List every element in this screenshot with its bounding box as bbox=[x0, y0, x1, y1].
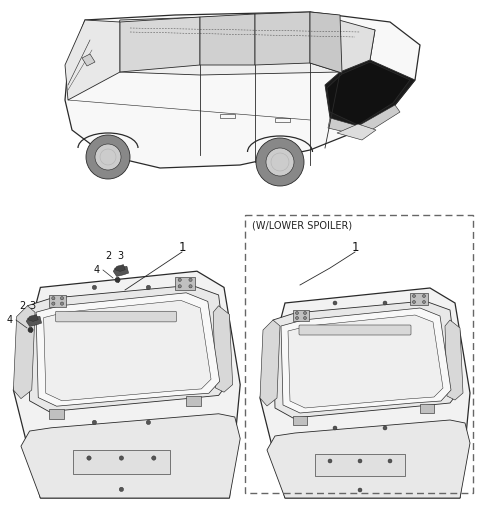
Polygon shape bbox=[27, 285, 229, 411]
Circle shape bbox=[328, 459, 332, 463]
Polygon shape bbox=[337, 124, 376, 140]
Polygon shape bbox=[445, 320, 463, 400]
Text: 2: 2 bbox=[105, 251, 111, 261]
Circle shape bbox=[52, 296, 55, 300]
Text: 1: 1 bbox=[351, 241, 359, 253]
Bar bbox=[293, 416, 307, 425]
Circle shape bbox=[178, 285, 181, 288]
Bar bbox=[186, 397, 201, 406]
Bar bbox=[49, 409, 64, 419]
Polygon shape bbox=[325, 60, 415, 130]
Polygon shape bbox=[110, 14, 375, 75]
Polygon shape bbox=[44, 300, 211, 401]
Bar bbox=[315, 454, 405, 476]
Polygon shape bbox=[113, 266, 129, 276]
Circle shape bbox=[146, 285, 151, 290]
Polygon shape bbox=[13, 271, 240, 498]
Bar bbox=[275, 118, 290, 122]
Bar bbox=[175, 276, 195, 290]
Circle shape bbox=[178, 278, 181, 282]
Polygon shape bbox=[310, 12, 375, 73]
Text: 2: 2 bbox=[19, 301, 25, 311]
Polygon shape bbox=[328, 105, 400, 136]
Polygon shape bbox=[288, 315, 443, 408]
Bar bbox=[220, 114, 235, 118]
Circle shape bbox=[60, 296, 64, 300]
Polygon shape bbox=[21, 414, 240, 498]
Polygon shape bbox=[310, 12, 342, 73]
FancyBboxPatch shape bbox=[56, 311, 177, 322]
Circle shape bbox=[422, 300, 425, 304]
Circle shape bbox=[115, 277, 120, 283]
Text: 3: 3 bbox=[117, 251, 123, 261]
Circle shape bbox=[86, 135, 130, 179]
Polygon shape bbox=[260, 288, 470, 498]
Circle shape bbox=[189, 285, 192, 288]
Circle shape bbox=[388, 459, 392, 463]
Polygon shape bbox=[273, 301, 460, 418]
Bar bbox=[73, 451, 170, 474]
Polygon shape bbox=[115, 265, 125, 271]
Circle shape bbox=[303, 316, 307, 319]
Circle shape bbox=[422, 294, 425, 297]
Text: 4: 4 bbox=[94, 265, 100, 275]
Polygon shape bbox=[120, 17, 200, 72]
Bar bbox=[410, 293, 428, 305]
Circle shape bbox=[266, 148, 294, 176]
Circle shape bbox=[119, 487, 123, 492]
Bar bbox=[420, 404, 434, 413]
Polygon shape bbox=[65, 12, 420, 168]
Circle shape bbox=[412, 294, 416, 297]
Circle shape bbox=[383, 426, 387, 430]
Circle shape bbox=[358, 488, 362, 492]
Bar bbox=[49, 295, 66, 307]
Circle shape bbox=[87, 456, 91, 460]
Circle shape bbox=[189, 278, 192, 282]
Circle shape bbox=[358, 459, 362, 463]
Circle shape bbox=[412, 300, 416, 304]
Text: 3: 3 bbox=[29, 301, 35, 311]
Circle shape bbox=[52, 302, 55, 305]
Circle shape bbox=[383, 301, 387, 305]
Polygon shape bbox=[260, 320, 280, 406]
Circle shape bbox=[28, 328, 33, 333]
Circle shape bbox=[296, 316, 299, 319]
FancyBboxPatch shape bbox=[299, 325, 411, 335]
Circle shape bbox=[119, 456, 123, 460]
Polygon shape bbox=[36, 293, 220, 406]
Bar bbox=[293, 310, 309, 321]
Polygon shape bbox=[267, 420, 470, 498]
Polygon shape bbox=[65, 20, 120, 100]
Circle shape bbox=[333, 426, 337, 430]
Circle shape bbox=[303, 312, 307, 314]
Polygon shape bbox=[281, 308, 451, 413]
Circle shape bbox=[95, 144, 121, 170]
Polygon shape bbox=[255, 12, 310, 65]
Circle shape bbox=[146, 420, 151, 425]
Circle shape bbox=[296, 312, 299, 314]
Polygon shape bbox=[327, 62, 410, 125]
Polygon shape bbox=[26, 316, 42, 327]
Polygon shape bbox=[213, 306, 233, 392]
Circle shape bbox=[92, 420, 96, 425]
Polygon shape bbox=[13, 306, 35, 399]
Polygon shape bbox=[82, 54, 95, 66]
Circle shape bbox=[92, 285, 96, 290]
Text: 4: 4 bbox=[7, 315, 13, 325]
Polygon shape bbox=[28, 315, 38, 321]
Circle shape bbox=[256, 138, 304, 186]
Circle shape bbox=[60, 302, 64, 305]
Circle shape bbox=[333, 301, 337, 305]
Polygon shape bbox=[200, 14, 255, 65]
Text: 1: 1 bbox=[178, 241, 186, 253]
Text: (W/LOWER SPOILER): (W/LOWER SPOILER) bbox=[252, 220, 352, 230]
Bar bbox=[245, 215, 473, 493]
Circle shape bbox=[152, 456, 156, 460]
